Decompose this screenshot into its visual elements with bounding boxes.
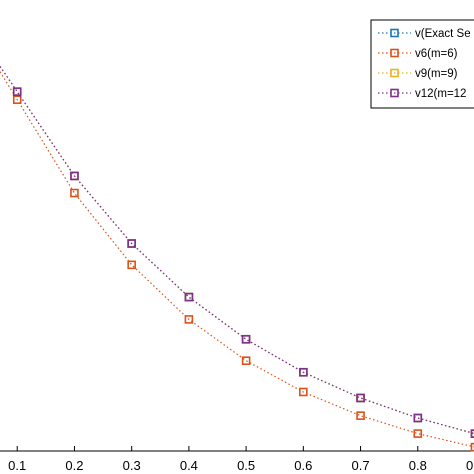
legend-marker [390, 68, 399, 78]
data-point [356, 393, 365, 403]
data-point [413, 413, 423, 423]
data-point [12, 87, 22, 97]
legend-label: v6(m=6) [415, 48, 458, 60]
series-1 [0, 71, 474, 452]
legend-label: v12(m=12 [415, 88, 466, 100]
data-point [184, 315, 194, 324]
x-tick-label: 0.6 [294, 458, 312, 473]
data-point [413, 413, 423, 423]
data-point [356, 393, 365, 403]
data-point [12, 95, 22, 105]
x-tick-label: 0.9 [466, 458, 474, 473]
series-3 [0, 66, 474, 438]
data-point [470, 442, 474, 452]
legend-item: v12(m=12 [378, 88, 466, 100]
series-line [0, 66, 474, 435]
legend-marker [390, 28, 399, 38]
series-line [0, 66, 474, 435]
data-point [356, 411, 365, 420]
data-point [12, 87, 22, 97]
x-axis-ticks: 0.1 0.2 0.3 0.4 0.5 0.6 0.7 0.8 0.9 [8, 446, 474, 473]
data-point [127, 260, 136, 270]
x-tick-label: 0.7 [352, 458, 370, 473]
data-point [241, 356, 251, 366]
series-line [0, 66, 474, 435]
legend-item: v9(m=9) [378, 68, 458, 80]
data-point [356, 393, 365, 403]
x-tick-label: 0.3 [123, 458, 141, 473]
x-tick-label: 0.4 [180, 458, 198, 473]
data-point [241, 334, 251, 344]
series-0 [0, 66, 474, 438]
legend-item: v6(m=6) [378, 48, 458, 60]
series-layer [0, 66, 474, 452]
x-tick-label: 0.2 [65, 458, 83, 473]
data-point [127, 239, 136, 248]
x-tick-label: 0.5 [237, 458, 255, 473]
series-2 [0, 66, 474, 438]
legend: v(Exact Se v6(m=6) v9(m=9) v12(m=12 [370, 19, 474, 109]
data-point [241, 334, 251, 344]
data-point [184, 292, 194, 302]
data-point [12, 87, 22, 97]
x-tick-label: 0.8 [409, 458, 427, 473]
legend-box [370, 19, 474, 109]
data-point [299, 367, 308, 377]
legend-marker [390, 88, 399, 98]
legend-item: v(Exact Se [378, 28, 471, 40]
data-point [413, 429, 423, 438]
data-point [184, 292, 194, 302]
data-point [299, 387, 308, 397]
legend-label: v(Exact Se [415, 28, 471, 40]
legend-label: v9(m=9) [415, 68, 458, 80]
data-point [70, 171, 79, 181]
data-point [470, 429, 474, 438]
legend-marker [390, 48, 399, 58]
data-point [184, 292, 194, 302]
data-point [413, 413, 423, 423]
data-point [241, 334, 251, 344]
data-point [70, 188, 79, 198]
x-tick-label: 0.1 [8, 458, 26, 473]
series-line [0, 71, 474, 448]
